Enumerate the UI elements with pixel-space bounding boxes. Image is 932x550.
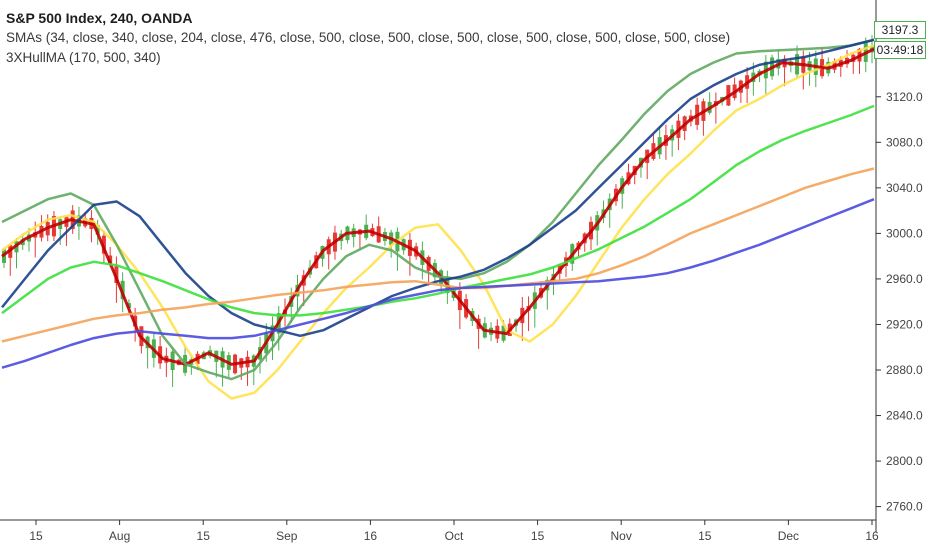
- sma-indicator-label[interactable]: SMAs (34, close, 340, close, 204, close,…: [6, 30, 731, 45]
- last-price-value: 3197.3: [874, 21, 926, 39]
- chart-title[interactable]: S&P 500 Index, 240, OANDA: [6, 10, 193, 26]
- time-tick-label: Aug: [109, 529, 130, 543]
- ma-line-4: [1, 38, 875, 338]
- price-tick-label: 2880.0: [886, 363, 923, 377]
- time-tick-label: Oct: [445, 529, 464, 543]
- price-tick-label: 3120.0: [886, 90, 923, 104]
- countdown-badge: 03:49:18: [874, 41, 926, 59]
- time-tick-label: Sep: [276, 529, 298, 543]
- hullma-indicator-label[interactable]: 3XHullMA (170, 500, 340): [6, 50, 161, 65]
- time-tick-label: 15: [197, 529, 211, 543]
- price-tick-label: 3080.0: [886, 135, 923, 149]
- ma-line-3: [1, 38, 875, 381]
- last-price-badge: 3197.3: [874, 21, 926, 39]
- price-tick-label: 2760.0: [886, 500, 923, 514]
- price-axis[interactable]: 3160.03120.03080.03040.03000.02960.02920…: [875, 0, 923, 532]
- time-tick-label: 16: [364, 529, 378, 543]
- time-tick-label: 15: [29, 529, 43, 543]
- ma-line-2: [1, 47, 875, 366]
- price-tick-label: 2960.0: [886, 272, 923, 286]
- price-tick-label: 2800.0: [886, 454, 923, 468]
- ma-line-1: [1, 44, 875, 400]
- time-tick-label: 16: [865, 529, 879, 543]
- moving-average-lines: [1, 38, 875, 400]
- price-tick-label: 3000.0: [886, 226, 923, 240]
- ma-line-7: [1, 198, 875, 369]
- ma-line-6: [1, 167, 875, 343]
- time-axis[interactable]: 15 Aug 15 Sep 16 Oct 15 Nov 15 Dec 16: [0, 519, 879, 543]
- chart-legend: S&P 500 Index, 240, OANDA SMAs (34, clos…: [6, 8, 730, 68]
- ma-line-5: [1, 104, 875, 317]
- price-tick-label: 2840.0: [886, 409, 923, 423]
- bar-countdown: 03:49:18: [874, 41, 926, 59]
- price-tick-label: 3040.0: [886, 181, 923, 195]
- time-tick-label: Nov: [611, 529, 632, 543]
- price-tick-label: 2920.0: [886, 317, 923, 331]
- time-tick-label: Dec: [778, 529, 799, 543]
- time-tick-label: 15: [698, 529, 712, 543]
- time-tick-label: 15: [531, 529, 545, 543]
